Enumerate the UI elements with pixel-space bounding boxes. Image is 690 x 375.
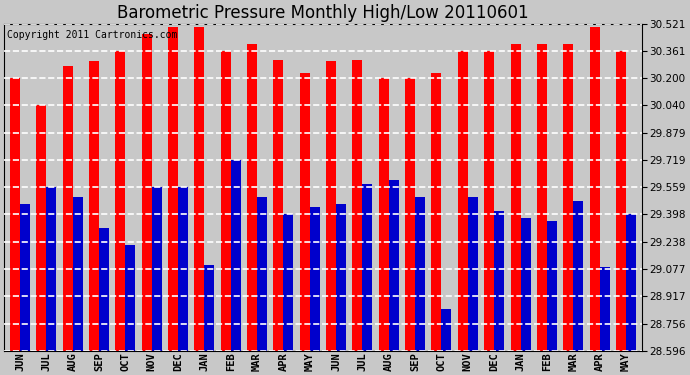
Bar xyxy=(115,51,126,351)
Bar xyxy=(195,27,204,351)
Bar xyxy=(379,78,388,351)
Bar xyxy=(457,51,468,351)
Bar xyxy=(178,187,188,351)
Bar xyxy=(326,61,336,351)
Bar xyxy=(573,201,583,351)
Bar xyxy=(589,27,600,351)
Bar xyxy=(353,60,362,351)
Bar xyxy=(310,207,319,351)
Bar xyxy=(20,204,30,351)
Bar xyxy=(204,265,215,351)
Bar xyxy=(257,197,267,351)
Bar xyxy=(388,180,399,351)
Title: Barometric Pressure Monthly High/Low 20110601: Barometric Pressure Monthly High/Low 201… xyxy=(117,4,529,22)
Bar xyxy=(415,197,425,351)
Bar xyxy=(537,44,547,351)
Bar xyxy=(99,228,109,351)
Bar xyxy=(362,183,373,351)
Bar xyxy=(230,160,241,351)
Bar xyxy=(484,51,494,351)
Bar xyxy=(141,34,152,351)
Bar xyxy=(494,211,504,351)
Bar xyxy=(126,245,135,351)
Bar xyxy=(431,73,442,351)
Bar xyxy=(547,221,557,351)
Bar xyxy=(247,44,257,351)
Bar xyxy=(89,61,99,351)
Bar xyxy=(168,27,178,351)
Bar xyxy=(626,214,636,351)
Bar xyxy=(152,187,161,351)
Bar xyxy=(336,204,346,351)
Bar xyxy=(563,44,573,351)
Bar xyxy=(442,309,451,351)
Bar xyxy=(63,66,72,351)
Bar xyxy=(511,44,520,351)
Bar xyxy=(46,187,57,351)
Bar xyxy=(616,51,626,351)
Bar xyxy=(10,78,20,351)
Bar xyxy=(299,73,310,351)
Bar xyxy=(273,60,284,351)
Bar xyxy=(520,217,531,351)
Bar xyxy=(72,197,83,351)
Bar xyxy=(37,105,46,351)
Bar xyxy=(405,78,415,351)
Bar xyxy=(600,267,609,351)
Text: Copyright 2011 Cartronics.com: Copyright 2011 Cartronics.com xyxy=(8,30,178,40)
Bar xyxy=(284,214,293,351)
Bar xyxy=(468,197,478,351)
Bar xyxy=(221,51,230,351)
